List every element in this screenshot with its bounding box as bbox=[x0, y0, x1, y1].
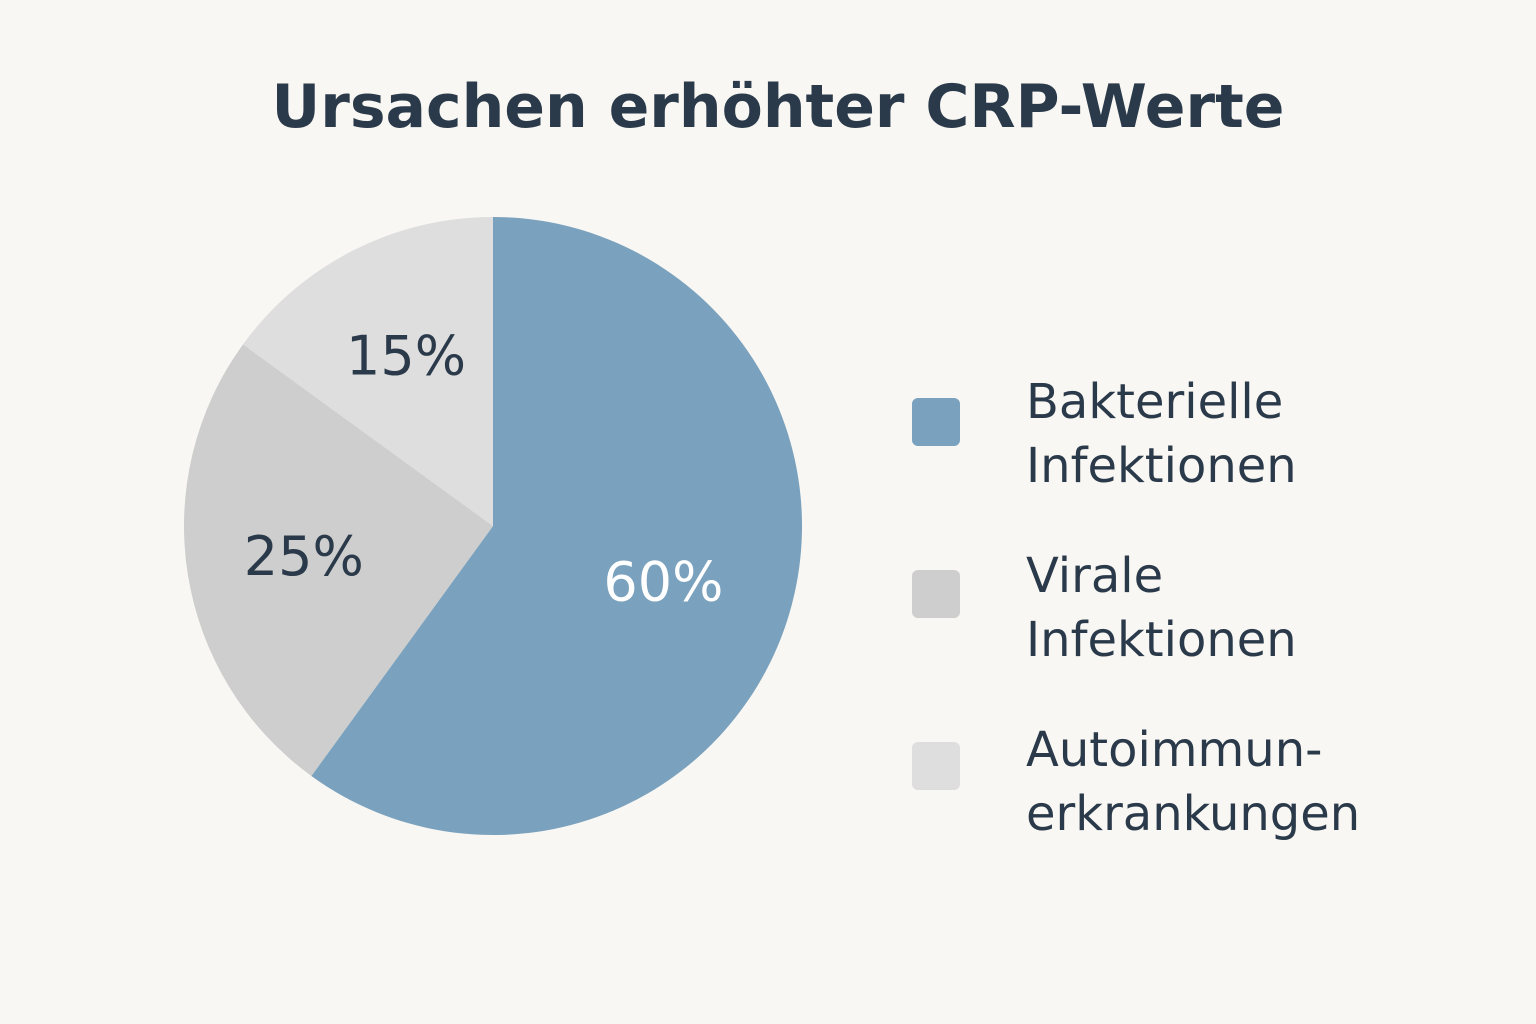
legend-item-virale-infektionen: Virale Infektionen bbox=[912, 534, 1472, 674]
pie-slices bbox=[183, 217, 802, 835]
legend-label-autoimmunerkrankungen: Autoimmun- erkrankungen bbox=[1026, 722, 1361, 842]
legend-swatch-virale-infektionen bbox=[912, 570, 960, 618]
pie-slice-autoimmunerkrankungen bbox=[243, 217, 493, 526]
legend-swatch-autoimmunerkrankungen bbox=[912, 742, 960, 790]
chart-title: Ursachen erhöhter CRP-Werte bbox=[271, 72, 1285, 142]
slice-label-autoimmunerkrankungen: 15% bbox=[346, 324, 466, 387]
slice-label-virale-infektionen: 25% bbox=[244, 525, 364, 588]
slice-label-bakterielle-infektionen: 60% bbox=[603, 550, 723, 613]
pie-slice-labels: 60% 25% 15% bbox=[244, 324, 724, 613]
legend-swatch-bakterielle-infektionen bbox=[912, 398, 960, 446]
legend-label-virale-infektionen: Virale Infektionen bbox=[1026, 548, 1297, 668]
legend-label-bakterielle-infektionen: Bakterielle Infektionen bbox=[1026, 374, 1297, 494]
legend-item-bakterielle-infektionen: Bakterielle Infektionen bbox=[912, 360, 1472, 500]
pie-slice-bakterielle-infektionen bbox=[311, 217, 802, 835]
pie-slice-virale-infektionen bbox=[183, 344, 493, 776]
legend-item-autoimmunerkrankungen: Autoimmun- erkrankungen bbox=[912, 708, 1472, 848]
